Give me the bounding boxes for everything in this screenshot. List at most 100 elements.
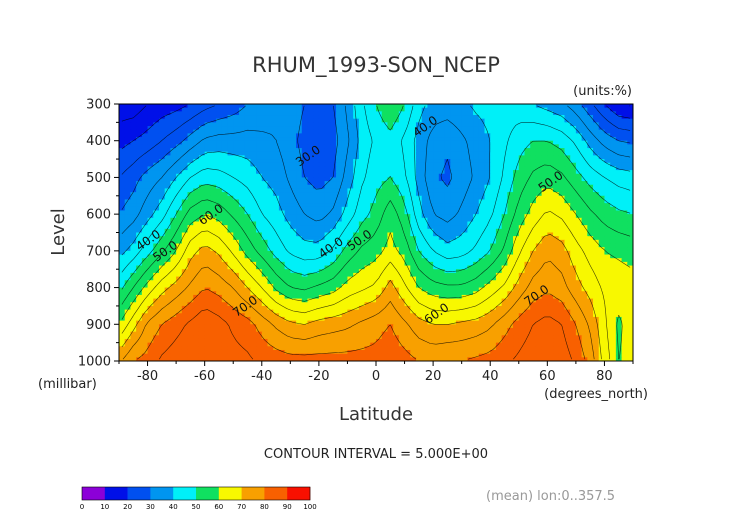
- field-cell: [376, 104, 383, 109]
- field-cell: [467, 276, 474, 281]
- field-cell: [535, 137, 543, 142]
- field-cell: [256, 225, 263, 230]
- field-cell: [124, 250, 132, 256]
- field-cell: [296, 192, 303, 197]
- field-cell: [364, 236, 371, 241]
- field-cell: [455, 115, 463, 120]
- field-cell: [267, 302, 274, 307]
- field-cell: [153, 166, 160, 171]
- field-cell: [535, 173, 543, 179]
- field-cell: [193, 298, 200, 303]
- field-cell: [484, 188, 491, 193]
- field-cell: [147, 225, 154, 230]
- field-cell: [587, 195, 594, 201]
- field-cell: [307, 305, 314, 311]
- field-cell: [438, 298, 446, 303]
- field-cell: [330, 118, 337, 123]
- field-cell: [461, 258, 468, 263]
- field-cell: [198, 280, 206, 285]
- field-cell: [290, 148, 297, 153]
- field-cell: [535, 283, 543, 289]
- field-cell: [398, 181, 406, 186]
- field-cell: [358, 225, 366, 230]
- field-cell: [495, 221, 503, 226]
- field-cell: [313, 104, 320, 109]
- field-cell: [410, 199, 417, 204]
- field-cell: [558, 126, 566, 131]
- field-cell: [570, 144, 577, 149]
- field-cell: [273, 177, 280, 182]
- field-cell: [216, 129, 223, 134]
- field-cell: [313, 140, 320, 145]
- field-cell: [221, 214, 229, 219]
- field-cell: [473, 247, 480, 252]
- field-cell: [398, 217, 406, 223]
- field-cell: [427, 272, 434, 278]
- field-cell: [438, 144, 446, 149]
- field-cell: [119, 162, 126, 168]
- field-cell: [404, 221, 411, 226]
- field-cell: [581, 250, 588, 256]
- field-cell: [461, 302, 468, 307]
- field-cell: [301, 206, 309, 212]
- field-cell: [575, 173, 583, 179]
- field-cell: [547, 236, 554, 241]
- field-cell: [627, 144, 633, 149]
- field-cell: [455, 210, 463, 215]
- field-cell: [524, 298, 531, 303]
- field-cell: [535, 294, 543, 300]
- field-cell: [170, 104, 177, 109]
- field-cell: [119, 287, 126, 292]
- field-cell: [278, 272, 286, 278]
- field-cell: [261, 302, 269, 307]
- field-cell: [541, 177, 548, 182]
- field-cell: [210, 166, 217, 171]
- field-cell: [204, 294, 211, 300]
- field-cell: [553, 184, 560, 190]
- field-cell: [147, 283, 154, 289]
- field-cell: [398, 151, 406, 156]
- field-cell: [233, 228, 240, 234]
- field-cell: [124, 236, 132, 241]
- field-cell: [615, 111, 623, 116]
- field-cell: [455, 192, 463, 197]
- field-cell: [604, 280, 611, 285]
- field-cell: [444, 192, 451, 197]
- field-cell: [141, 228, 149, 234]
- field-cell: [558, 247, 566, 252]
- field-cell: [187, 137, 194, 142]
- field-cell: [324, 276, 331, 281]
- field-cell: [404, 239, 411, 245]
- field-cell: [256, 140, 263, 145]
- field-cell: [518, 133, 526, 138]
- field-cell: [267, 276, 274, 281]
- field-cell: [530, 221, 537, 226]
- field-cell: [119, 188, 126, 193]
- field-cell: [370, 148, 377, 153]
- field-cell: [353, 195, 360, 201]
- field-cell: [376, 140, 383, 145]
- field-cell: [564, 159, 571, 164]
- field-cell: [387, 144, 394, 149]
- field-cell: [553, 206, 560, 212]
- field-cell: [370, 133, 377, 138]
- field-cell: [210, 254, 217, 259]
- field-cell: [141, 239, 149, 245]
- field-cell: [495, 210, 503, 215]
- field-cell: [284, 276, 291, 281]
- field-cell: [535, 287, 543, 292]
- field-cell: [210, 258, 217, 263]
- field-cell: [513, 111, 520, 116]
- field-cell: [284, 225, 291, 230]
- field-cell: [518, 166, 526, 171]
- field-cell: [244, 188, 251, 193]
- field-cell: [507, 236, 514, 241]
- field-cell: [318, 232, 326, 237]
- field-cell: [501, 159, 508, 164]
- field-cell: [433, 192, 440, 197]
- field-cell: [438, 302, 446, 307]
- field-cell: [575, 272, 583, 278]
- field-cell: [484, 206, 491, 212]
- field-cell: [507, 155, 514, 160]
- field-cell: [250, 298, 257, 303]
